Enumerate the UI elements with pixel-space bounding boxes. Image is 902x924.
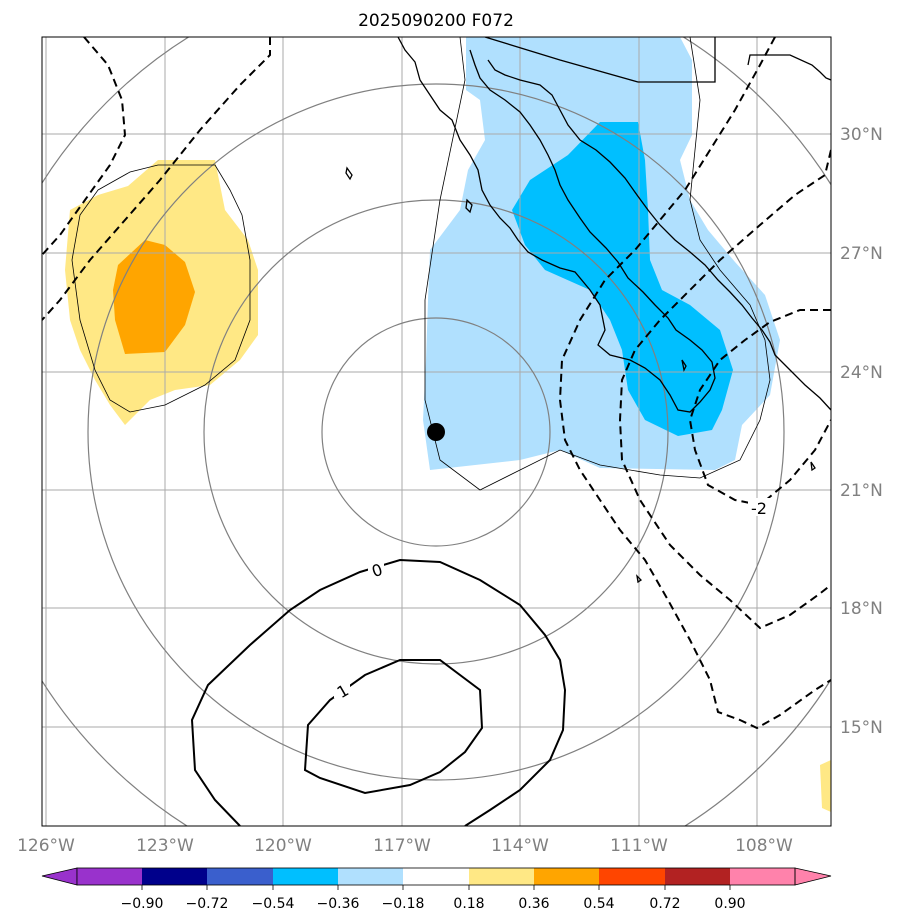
positive-anomaly-orange	[113, 240, 195, 354]
colorbar-bin-9	[665, 868, 730, 885]
small-island-1	[345, 166, 353, 181]
lat-label-15n: 15°N	[840, 718, 883, 738]
small-island-4	[810, 461, 816, 472]
dashed-contours	[42, 37, 831, 730]
dashed-contour-e-b	[618, 149, 831, 630]
solid-contour-0	[190, 558, 567, 826]
negative-anomaly-deep-blue	[512, 122, 733, 436]
lon-label-123w: 123°W	[136, 836, 194, 856]
colorbar-tick-2: −0.54	[252, 896, 295, 912]
colorbar: −0.90 −0.72 −0.54 −0.36 −0.18 0.18 0.36 …	[41, 867, 832, 912]
lon-label-111w: 111°W	[610, 836, 668, 856]
colorbar-tick-1: −0.72	[186, 896, 229, 912]
lat-labels: 30°N 27°N 24°N 21°N 18°N 15°N	[840, 125, 883, 738]
lon-label-108w: 108°W	[735, 836, 793, 856]
colorbar-bin-4	[338, 868, 403, 885]
dashed-contour-minus-2	[688, 309, 831, 507]
gridlines	[42, 37, 831, 826]
colorbar-tick-4: −0.18	[382, 896, 425, 912]
colorbar-tick-6: 0.36	[518, 896, 549, 912]
coastlines	[345, 37, 831, 584]
positive-anomaly-corner-yellow	[820, 760, 831, 812]
colorbar-tick-5: 0.18	[453, 896, 484, 912]
colorbar-bin-5	[403, 868, 469, 885]
colorbar-bin-1	[142, 868, 207, 885]
thin-outline-contours	[71, 37, 771, 491]
colorbar-bin-0	[77, 868, 142, 885]
map-title: 2025090200 F072	[358, 11, 514, 31]
colorbar-bin-6	[469, 868, 534, 885]
colorbar-tick-3: −0.36	[317, 896, 360, 912]
colorbar-extend-right	[794, 867, 832, 886]
lat-label-21n: 21°N	[840, 481, 883, 501]
colorbar-extend-left	[41, 867, 78, 886]
range-rings	[42, 37, 831, 826]
small-island-3	[681, 359, 687, 372]
us-border-east	[747, 54, 831, 81]
contour-labels: 0 1 -2	[334, 498, 772, 702]
colorbar-bin-10	[730, 868, 795, 885]
dashed-contour-nw-a	[42, 37, 127, 256]
lon-label-114w: 114°W	[491, 836, 549, 856]
gulf-east-coast	[487, 59, 831, 411]
colorbar-tick-0: −0.90	[121, 896, 164, 912]
lon-label-117w: 117°W	[373, 836, 431, 856]
lat-label-24n: 24°N	[840, 363, 883, 383]
colorbar-tick-7: 0.54	[583, 896, 614, 912]
colorbar-bin-7	[534, 868, 599, 885]
plot-frame	[41, 36, 832, 827]
dashed-contour-e-a	[558, 37, 831, 730]
dashed-contour-nw-b	[42, 37, 271, 321]
lon-label-120w: 120°W	[254, 836, 312, 856]
colorbar-tick-9: 0.90	[714, 896, 745, 912]
small-island-5	[636, 574, 643, 584]
lon-labels: 126°W 123°W 120°W 117°W 114°W 111°W 108°…	[17, 836, 793, 856]
lon-label-126w: 126°W	[17, 836, 75, 856]
colorbar-tick-8: 0.72	[649, 896, 680, 912]
colorbar-bin-2	[207, 868, 273, 885]
plot-area: 0 1 -2	[42, 37, 831, 826]
small-island-2	[465, 198, 473, 214]
lat-label-27n: 27°N	[840, 244, 883, 264]
colorbar-bin-3	[273, 868, 338, 885]
lat-label-30n: 30°N	[840, 125, 883, 145]
mexico-pacific-coast	[397, 37, 716, 413]
lat-label-18n: 18°N	[840, 599, 883, 619]
contour-label-minus-2: -2	[751, 499, 767, 518]
colorbar-bin-8	[599, 868, 665, 885]
storm-center-marker	[427, 423, 445, 441]
us-mexico-border	[484, 37, 716, 83]
